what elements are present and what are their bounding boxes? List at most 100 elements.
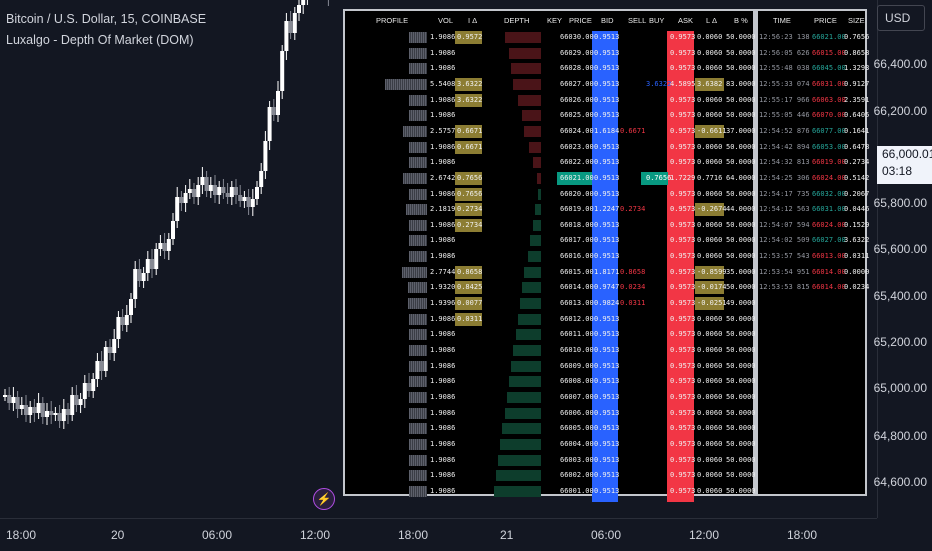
dom-ask-cell: 0.9573: [670, 126, 696, 135]
profile-bar: [409, 94, 427, 106]
dom-idelta-cell: 3.6322: [457, 79, 483, 88]
dom-column-header: PROFILE: [376, 16, 409, 25]
dom-column-header: VOL: [438, 16, 454, 25]
dom-ldelta-cell: 0.0060: [697, 252, 723, 261]
depth-bar: [511, 63, 541, 75]
profile-bar: [406, 204, 427, 216]
trade-price: 66077.00: [812, 126, 846, 135]
candle-body: [225, 193, 230, 197]
dom-idelta-cell: 0.0311: [457, 314, 483, 323]
dom-bid-cell: 0.9513: [594, 33, 620, 41]
dom-idelta-cell: 0.8425: [457, 283, 483, 292]
dom-column-header: ASK: [678, 16, 694, 25]
profile-bar: [403, 172, 427, 184]
depth-bar: [505, 407, 541, 419]
lightning-icon[interactable]: ⚡: [313, 488, 335, 510]
dom-price-cell: 66015.00: [560, 267, 594, 276]
dom-bpct-cell: 50.0000: [726, 346, 756, 354]
dom-column-header: L Δ: [706, 16, 717, 25]
ldelta-highlight: [695, 77, 724, 91]
candle-body: [288, 21, 293, 33]
dom-price-cell: 66016.00: [560, 252, 594, 261]
candle-body: [112, 339, 117, 353]
profile-bar: [409, 345, 427, 356]
dom-ldelta-cell: 0.0060: [697, 158, 723, 167]
depth-bar: [511, 360, 541, 372]
idelta-highlight: [455, 77, 482, 91]
dom-ldelta-cell: 0.0060: [697, 220, 723, 229]
price-tick: 65,400.00: [873, 289, 927, 303]
dom-idelta-cell: 0.9572: [457, 33, 483, 41]
trade-time: 12:55:48 038: [759, 64, 810, 73]
dom-price-cell: 66017.00: [560, 236, 594, 245]
trade-price: 66031.00: [812, 79, 846, 88]
profile-bar: [385, 78, 427, 90]
candle-body: [108, 347, 112, 353]
candle-body: [74, 395, 79, 405]
idelta-highlight: [455, 203, 482, 217]
time-axis[interactable]: 18:00 20 06:00 12:00 18:00 21 06:00 12:00 18:00: [0, 518, 877, 551]
currency-button[interactable]: USD: [877, 5, 925, 31]
dom-vol-cell: 1.9086: [430, 220, 456, 229]
symbol-title[interactable]: Bitcoin / U.S. Dollar, 15, COINBASE: [6, 12, 207, 26]
depth-bar: [509, 47, 541, 59]
depth-bar: [528, 251, 541, 263]
trades-column-header: SIZE: [848, 16, 865, 25]
dom-ask-cell: 0.9573: [670, 283, 696, 292]
trade-time: 12:54:42 894: [759, 142, 810, 151]
depth-bar: [520, 298, 541, 310]
trade-time: 12:54:17 735: [759, 189, 810, 198]
candle-body: [217, 187, 222, 195]
time-tick: 21: [500, 528, 514, 542]
dom-bpct-cell: 50.0000: [726, 314, 756, 323]
trade-price: 66024.00: [812, 173, 846, 182]
trade-size: 0.6405: [844, 111, 870, 120]
candle-body: [70, 395, 75, 415]
dom-column-header: DEPTH: [504, 16, 530, 25]
dom-vol-cell: 1.9086: [430, 377, 456, 386]
dom-bid-cell: 0.9513: [594, 424, 620, 433]
profile-bar: [408, 298, 427, 310]
trade-size: 1.3293: [844, 64, 870, 73]
candle-body: [213, 185, 217, 195]
idelta-highlight: [455, 297, 482, 311]
dom-bid-cell: 0.9513: [594, 111, 620, 120]
dom-bid-cell: 1.6184: [594, 126, 620, 135]
dom-ask-cell: 0.9573: [670, 95, 696, 104]
dom-bid-cell: 0.9747: [594, 283, 620, 292]
dom-column-header: PRICE: [569, 16, 592, 25]
profile-bar: [409, 329, 427, 341]
dom-price-cell: 66022.00: [560, 158, 594, 167]
dom-vol-cell: 1.9086: [430, 330, 456, 339]
dom-ask-cell: 0.9573: [670, 267, 696, 276]
trade-price: 66014.00: [812, 283, 846, 292]
candle-body: [208, 185, 213, 191]
indicator-title[interactable]: Luxalgo - Depth Of Market (DOM): [6, 33, 194, 47]
dom-bpct-cell: 49.0000: [726, 299, 756, 308]
candle-body: [292, 13, 297, 33]
dom-bid-cell: 0.9513: [594, 64, 620, 73]
idelta-highlight: [455, 265, 482, 279]
trade-size: 0.8658: [844, 48, 870, 57]
chart-area[interactable]: [0, 0, 877, 518]
candle-body: [204, 177, 209, 191]
candle-body: [28, 407, 33, 415]
trade-price: 66024.00: [812, 220, 846, 229]
dom-vol-cell: 2.5757: [430, 126, 456, 135]
depth-bar: [518, 94, 541, 106]
dom-sell-cell: 0.2734: [620, 205, 646, 214]
candle-body: [11, 397, 16, 403]
candle-body: [45, 411, 49, 417]
dom-price-cell: 66023.00: [560, 142, 594, 151]
profile-bar: [409, 485, 427, 497]
dom-bpct-cell: 50.0000: [726, 361, 756, 370]
price-axis[interactable]: 66,400.00 66,200.00 65,800.00 65,600.00 65,4…: [873, 0, 932, 518]
dom-column-header: I Δ: [468, 16, 478, 25]
dom-bpct-cell: 50.0000: [726, 48, 756, 57]
dom-idelta-cell: 0.8658: [457, 267, 483, 276]
dom-bpct-cell: 50.0000: [726, 455, 756, 464]
dom-ldelta-cell: 0.0060: [697, 408, 723, 417]
dom-idelta-cell: 0.0077: [457, 299, 483, 308]
dom-column-header: BUY: [649, 16, 665, 25]
trade-price: 66045.00: [812, 64, 846, 73]
